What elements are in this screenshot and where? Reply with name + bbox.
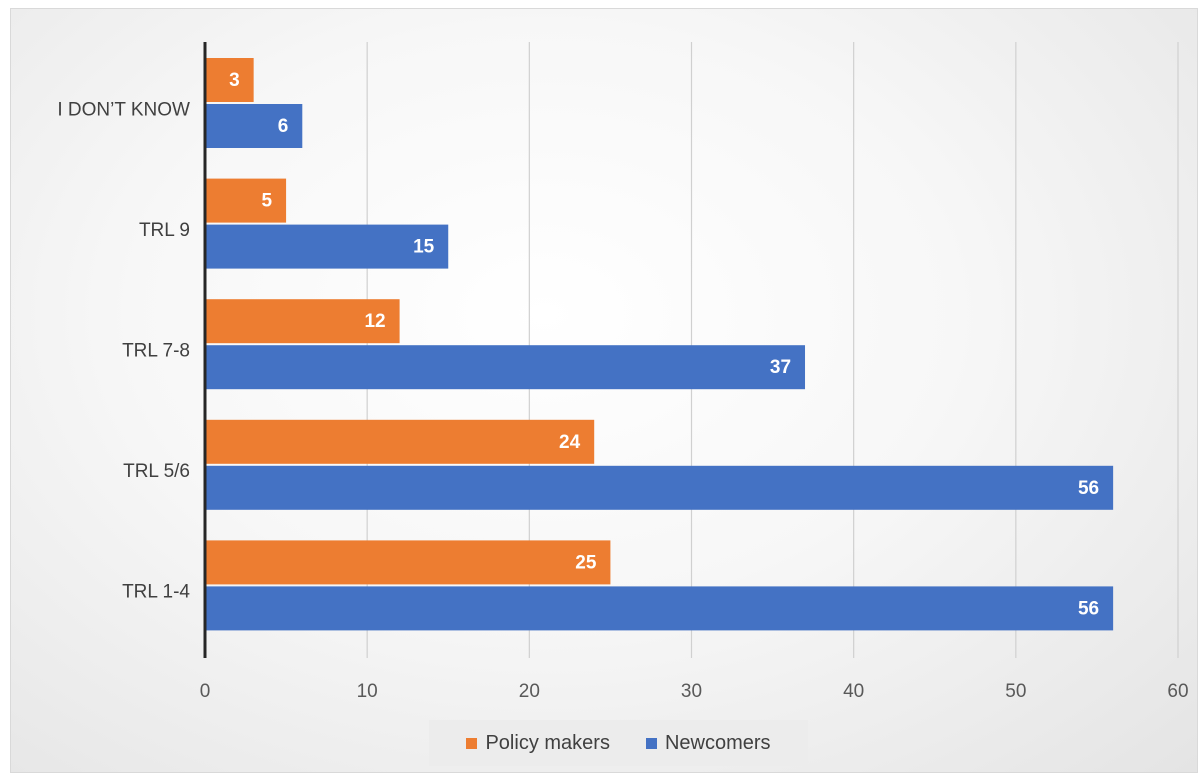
bar-newcomers-i-don-t-know	[205, 104, 303, 148]
x-tick-label-30: 30	[681, 681, 702, 702]
data-label-newcomers-trl-5-6: 56	[1078, 478, 1099, 499]
bar-newcomers-trl-7-8	[205, 345, 806, 390]
data-label-policy-makers-trl-7-8: 12	[364, 311, 385, 332]
legend-label-newcomers: Newcomers	[664, 731, 771, 754]
legend-item-newcomers: Newcomers	[645, 731, 771, 755]
data-label-newcomers-i-don-t-know: 6	[278, 116, 289, 137]
legend-swatch-policy-makers	[466, 737, 478, 749]
category-label-i-don-t-know: I DON’T KNOW	[57, 99, 190, 120]
bar-policy-makers-trl-9	[205, 178, 287, 223]
legend-label-policy-makers: Policy makers	[485, 731, 610, 754]
x-tick-label-40: 40	[843, 681, 864, 702]
category-label-trl-7-8: TRL 7-8	[122, 341, 190, 362]
data-label-newcomers-trl-9: 15	[413, 237, 435, 258]
data-label-policy-makers-i-don-t-know: 3	[229, 70, 240, 91]
bar-newcomers-trl-1-4	[205, 586, 1114, 631]
data-label-newcomers-trl-1-4: 56	[1078, 598, 1099, 619]
bar-policy-makers-trl-5-6	[205, 419, 595, 464]
bar-policy-makers-i-don-t-know	[205, 58, 254, 102]
category-label-trl-5-6: TRL 5/6	[123, 461, 190, 482]
x-tick-label-50: 50	[1005, 681, 1026, 702]
category-label-trl-9: TRL 9	[139, 220, 190, 241]
bar-newcomers-trl-5-6	[205, 465, 1114, 510]
data-label-policy-makers-trl-1-4: 25	[575, 552, 597, 573]
data-label-policy-makers-trl-9: 5	[262, 191, 273, 212]
x-tick-label-0: 0	[200, 681, 211, 702]
bar-policy-makers-trl-1-4	[205, 540, 611, 585]
x-tick-label-10: 10	[357, 681, 378, 702]
x-tick-label-20: 20	[519, 681, 540, 702]
data-label-newcomers-trl-7-8: 37	[770, 357, 791, 378]
data-label-policy-makers-trl-5-6: 24	[559, 432, 581, 453]
x-tick-label-60: 60	[1167, 681, 1188, 702]
bar-newcomers-trl-9	[205, 224, 449, 269]
legend-item-policy-makers: Policy makers	[466, 731, 610, 755]
legend: Policy makers Newcomers	[429, 720, 808, 766]
category-label-trl-1-4: TRL 1-4	[122, 582, 190, 603]
bar-policy-makers-trl-7-8	[205, 299, 400, 344]
legend-swatch-newcomers	[645, 737, 657, 749]
